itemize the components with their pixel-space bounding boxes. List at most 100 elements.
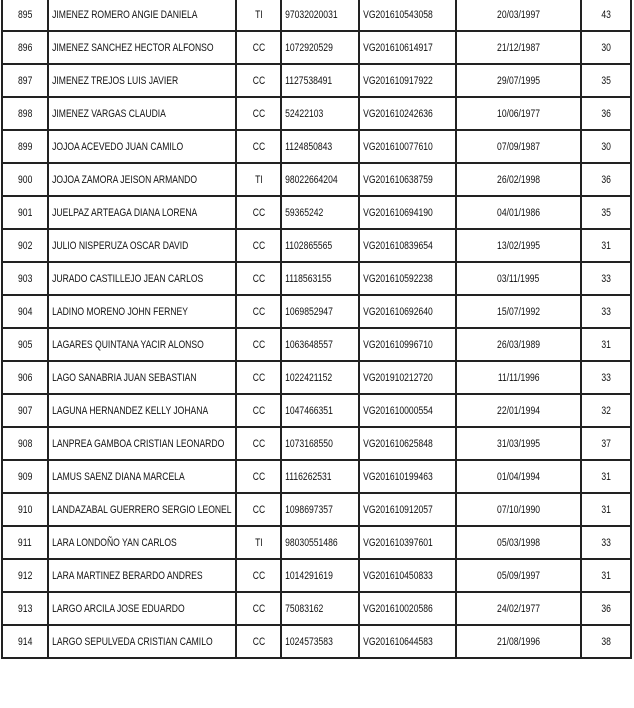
score: 35 (601, 206, 611, 219)
table-cell: 912 (1, 558, 49, 593)
full-name: LAGUNA HERNANDEZ KELLY JOHANA (52, 404, 209, 417)
code: VG201910212720 (363, 371, 433, 384)
table-cell: 21/08/1996 (455, 624, 582, 659)
birth-date: 07/09/1987 (497, 140, 540, 153)
code: VG201610614917 (363, 41, 433, 54)
table-cell: 1102865565 (280, 228, 360, 263)
id-number: 97032020031 (285, 8, 338, 21)
table-cell: 898 (1, 96, 49, 131)
table-cell: 1069852947 (280, 294, 360, 329)
table-row: 896 JIMENEZ SANCHEZ HECTOR ALFONSO CC 10729… (1, 30, 632, 65)
table-cell: 1127538491 (280, 63, 360, 98)
table-cell: 10/06/1977 (455, 96, 582, 131)
table-cell: VG201610917922 (358, 63, 457, 98)
code: VG201610020586 (363, 602, 433, 615)
table-row: 899 JOJOA ACEVEDO JUAN CAMILO CC 1124850843… (1, 129, 632, 164)
table-cell: 910 (1, 492, 49, 527)
table-cell: JIMENEZ ROMERO ANGIE DANIELA (47, 0, 237, 32)
table-cell: JIMENEZ TREJOS LUIS JAVIER (47, 63, 237, 98)
id-number: 52422103 (285, 107, 324, 120)
full-name: LADINO MORENO JOHN FERNEY (52, 305, 188, 318)
row-number: 911 (18, 536, 32, 549)
id-number: 1116262531 (285, 470, 332, 483)
birth-date: 29/07/1995 (497, 74, 540, 87)
code: VG201610397601 (363, 536, 433, 549)
row-number: 901 (17, 206, 33, 219)
birth-date: 05/09/1997 (497, 569, 540, 582)
table-row: 907 LAGUNA HERNANDEZ KELLY JOHANA CC 104746… (1, 393, 632, 428)
table-cell: 38 (580, 624, 632, 659)
table-cell: 1022421152 (280, 360, 360, 395)
row-number: 909 (17, 470, 33, 483)
id-type: CC (252, 107, 265, 120)
row-number: 900 (17, 173, 33, 186)
table-cell: CC (235, 393, 282, 428)
id-number: 1022421152 (285, 371, 333, 384)
full-name: LAGARES QUINTANA YACIR ALONSO (52, 338, 204, 351)
id-number: 1127538491 (285, 74, 333, 87)
id-number: 98022664204 (285, 173, 338, 186)
score: 31 (601, 239, 611, 252)
table-cell: VG201610694190 (358, 195, 457, 230)
code: VG201610543058 (363, 8, 433, 21)
id-type: CC (252, 470, 265, 483)
table-row: 900 JOJOA ZAMORA JEISON ARMANDO TI 98022664… (1, 162, 632, 197)
table-body: 895 JIMENEZ ROMERO ANGIE DANIELA TI 9703202… (1, 0, 632, 659)
birth-date: 26/02/1998 (497, 173, 540, 186)
table-cell: CC (235, 327, 282, 362)
code: VG201610644583 (363, 635, 433, 648)
id-number: 1124850843 (285, 140, 333, 153)
table-cell: VG201610614917 (358, 30, 457, 65)
score: 33 (601, 305, 611, 318)
table-cell: VG201610912057 (358, 492, 457, 527)
table-cell: VG201610020586 (358, 591, 457, 626)
birth-date: 21/08/1996 (497, 635, 540, 648)
table-cell: JIMENEZ SANCHEZ HECTOR ALFONSO (47, 30, 237, 65)
table-cell: CC (235, 195, 282, 230)
code: VG201610692640 (363, 305, 433, 318)
table-cell: 07/09/1987 (455, 129, 582, 164)
id-number: 1072920529 (285, 41, 333, 54)
row-number: 902 (17, 239, 33, 252)
id-type: CC (252, 602, 265, 615)
table-cell: 03/11/1995 (455, 261, 582, 296)
id-number: 1063648557 (285, 338, 333, 351)
table-cell: VG201610996710 (358, 327, 457, 362)
table-cell: VG201610592238 (358, 261, 457, 296)
row-number: 895 (17, 8, 33, 21)
score: 30 (601, 140, 611, 153)
table-cell: 1073168550 (280, 426, 360, 461)
score: 31 (601, 338, 611, 351)
table-cell: TI (235, 0, 282, 32)
table-cell: 1072920529 (280, 30, 360, 65)
table-cell: 22/01/1994 (455, 393, 582, 428)
table-cell: CC (235, 624, 282, 659)
code: VG201610625848 (363, 437, 433, 450)
id-type: TI (254, 8, 263, 21)
table-cell: LAGARES QUINTANA YACIR ALONSO (47, 327, 237, 362)
code: VG201610000554 (363, 404, 433, 417)
code: VG201610694190 (363, 206, 433, 219)
code: VG201610450833 (363, 569, 433, 582)
code: VG201610917922 (363, 74, 433, 87)
row-number: 903 (17, 272, 33, 285)
table-cell: 35 (580, 63, 632, 98)
table-cell: 902 (1, 228, 49, 263)
table-cell: 31 (580, 459, 632, 494)
full-name: JIMENEZ SANCHEZ HECTOR ALFONSO (52, 41, 214, 54)
score: 36 (601, 107, 611, 120)
row-number: 896 (17, 41, 33, 54)
table-cell: 59365242 (280, 195, 360, 230)
table-cell: CC (235, 492, 282, 527)
birth-date: 03/11/1995 (497, 272, 540, 285)
full-name: JIMENEZ VARGAS CLAUDIA (52, 107, 166, 120)
table-cell: 31 (580, 492, 632, 527)
table-cell: 33 (580, 261, 632, 296)
table-row: 910 LANDAZABAL GUERRERO SERGIO LEONEL CC 10… (1, 492, 632, 527)
id-type: CC (252, 503, 265, 516)
table-cell: 01/04/1994 (455, 459, 582, 494)
table-cell: 31 (580, 228, 632, 263)
table-cell: VG201610644583 (358, 624, 457, 659)
id-type: CC (252, 206, 265, 219)
